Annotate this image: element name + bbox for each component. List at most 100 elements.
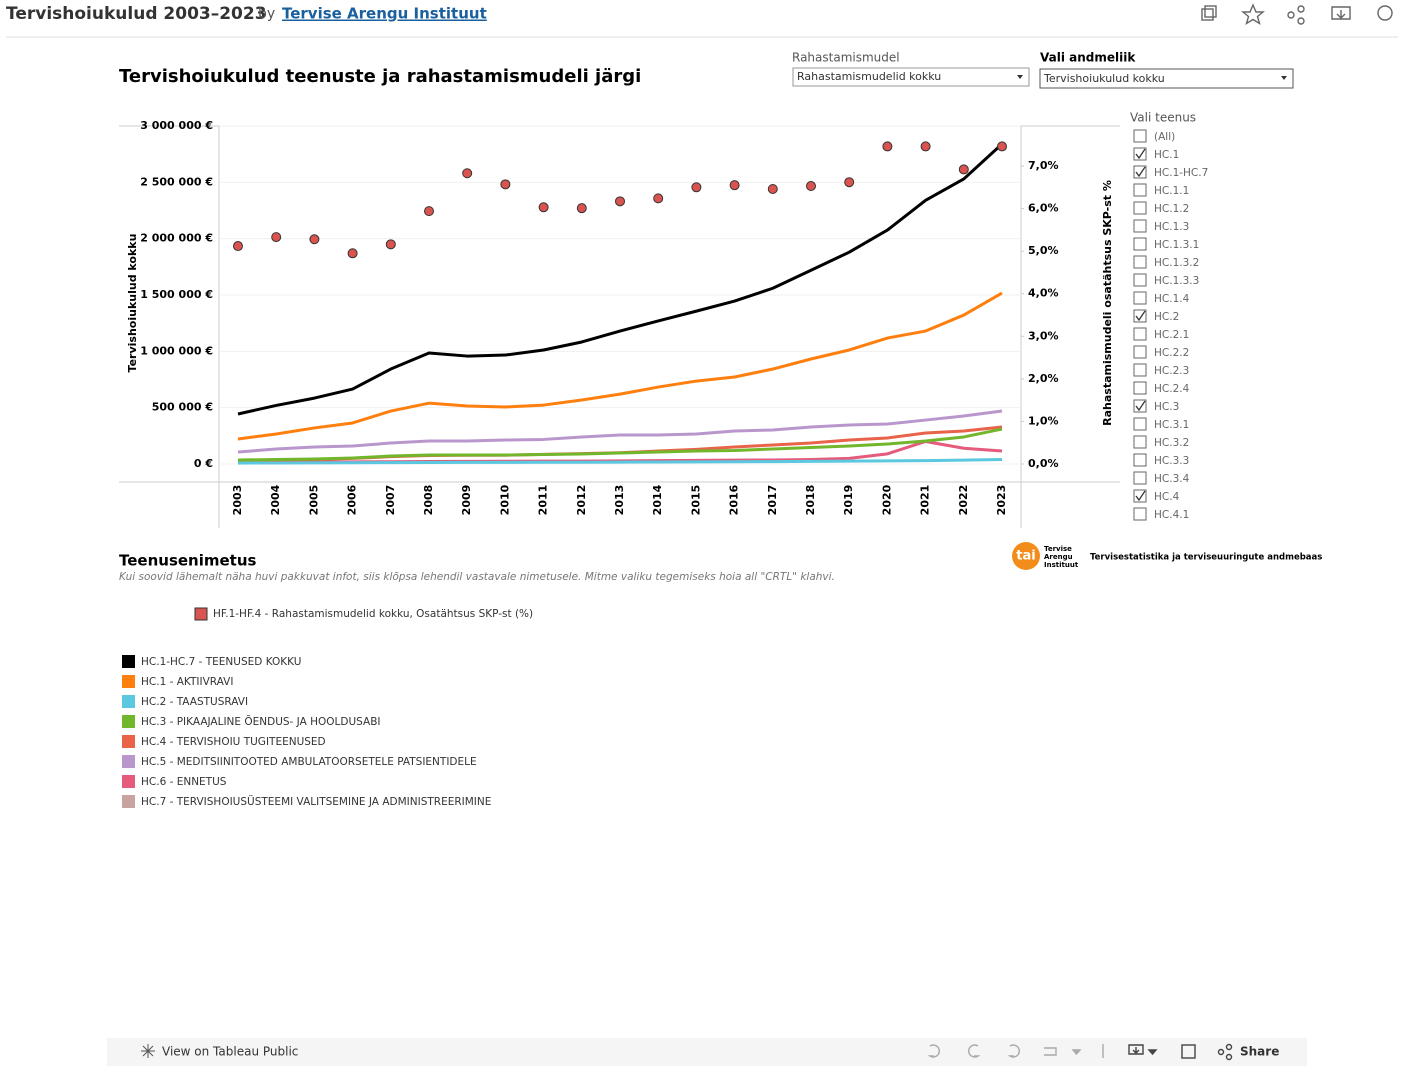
logo-name: Instituut (1044, 561, 1079, 569)
legend-item[interactable]: HC.2 - TAASTUSRAVI (141, 696, 248, 708)
checkbox[interactable] (1133, 183, 1147, 197)
legend-item[interactable]: HF.1-HF.4 - Rahastamismudelid kokku, Osa… (213, 608, 533, 620)
checkbox[interactable] (1133, 255, 1147, 269)
checkbox[interactable] (1133, 129, 1147, 143)
checkbox-label: HC.1-HC.7 (1154, 167, 1208, 179)
checkbox-label: HC.1.3.1 (1154, 239, 1199, 251)
data-point (844, 177, 855, 188)
logo-name: Arengu (1044, 553, 1073, 561)
legend-swatch (122, 655, 135, 668)
logo-mark (1012, 542, 1040, 570)
dashboard-title: Tervishoiukulud teenuste ja rahastamismu… (119, 66, 641, 87)
by: by (258, 6, 275, 22)
download-icon[interactable] (1331, 6, 1351, 20)
data-point (806, 181, 816, 192)
legend-item[interactable]: HC.1 - AKTIIVRAVI (141, 676, 233, 688)
toolbar-icons-dark (1128, 1043, 1233, 1061)
copy-icon[interactable] (1201, 8, 1214, 21)
y2-tick-label: 6,0% (1028, 202, 1059, 215)
series-line (237, 427, 1003, 462)
data-point (462, 168, 473, 179)
data-point (271, 232, 282, 243)
x-tick-label: 2010 (498, 484, 511, 515)
fullscreen-icon[interactable] (1181, 1044, 1196, 1059)
checkbox[interactable] (1133, 219, 1147, 233)
view-on-tableau[interactable]: View on Tableau Public (162, 1045, 298, 1059)
redo-icon[interactable] (968, 1044, 981, 1058)
refresh-icon[interactable] (1044, 1047, 1057, 1056)
x-tick-label: 2020 (880, 484, 893, 515)
checkbox-label: HC.2.2 (1154, 347, 1189, 359)
share-button[interactable]: Share (1240, 1045, 1279, 1059)
x-tick-label: 2018 (804, 485, 817, 516)
toolbar-icons (927, 1044, 1104, 1058)
checkbox-label: HC.3.3 (1154, 455, 1189, 467)
y2-tick-label: 5,0% (1028, 244, 1059, 257)
checkbox[interactable] (1133, 363, 1147, 377)
star-icon[interactable] (1241, 3, 1265, 26)
checkbox[interactable] (1133, 273, 1147, 287)
legend-item[interactable]: HC.7 - TERVISHOIUSÜSTEEMI VALITSEMINE JA… (141, 795, 491, 808)
legend-item[interactable]: HC.5 - MEDITSIINITOOTED AMBULATOORSETELE… (141, 756, 477, 768)
y-tick-label: 1 000 000 € (140, 344, 213, 357)
dropdown[interactable] (1039, 68, 1294, 89)
y2-tick-label: 7,0% (1028, 159, 1059, 172)
dropdown[interactable] (792, 67, 1030, 87)
checkbox[interactable] (1133, 417, 1147, 431)
y2-tick-label: 4,0% (1028, 287, 1059, 300)
x-tick-label: 2004 (269, 484, 282, 515)
data-point (653, 193, 664, 204)
revert-icon[interactable] (1007, 1044, 1020, 1058)
data-point (385, 239, 396, 250)
checkbox[interactable] (1133, 327, 1147, 341)
share-icon[interactable] (1287, 5, 1305, 25)
x-tick-label: 2008 (422, 485, 435, 516)
x-tick-label: 2013 (613, 485, 626, 516)
legend-item[interactable]: HC.4 - TERVISHOIU TUGITEENUSED (141, 736, 326, 748)
download-icon[interactable] (1128, 1044, 1144, 1055)
x-tick-label: 2017 (766, 485, 779, 516)
checkmark (1135, 166, 1146, 178)
checkbox-label: HC.2.3 (1154, 365, 1189, 377)
undo-icon[interactable] (927, 1044, 940, 1058)
checkbox[interactable] (1133, 237, 1147, 251)
share-icon (1217, 1043, 1233, 1061)
checkbox[interactable] (1133, 507, 1147, 521)
filter-label: Vali andmeliik (1040, 51, 1136, 65)
checkbox[interactable] (1133, 453, 1147, 467)
dropdown-arrow (1281, 76, 1287, 80)
checkbox[interactable] (1133, 471, 1147, 485)
checkbox[interactable] (1133, 291, 1147, 305)
y-tick-label: 500 000 € (152, 401, 213, 414)
data-point (767, 184, 778, 195)
x-tick-label: 2011 (537, 485, 550, 516)
x-tick-label: 2021 (919, 485, 932, 516)
y-tick-label: 2 500 000 € (140, 175, 213, 188)
checkbox[interactable] (1133, 435, 1147, 449)
dropdown-value: Tervishoiukulud kokku (1043, 72, 1165, 85)
checkbox-label: HC.2 (1154, 311, 1179, 323)
x-tick-label: 2003 (231, 485, 244, 516)
legend-item[interactable]: HC.1-HC.7 - TEENUSED KOKKU (141, 656, 301, 668)
checkbox-label: HC.1.3.2 (1154, 257, 1199, 269)
filter-label: Rahastamismudel (792, 51, 900, 65)
dropdown-arrow (1147, 1049, 1158, 1056)
checkbox[interactable] (1133, 201, 1147, 215)
x-tick-label: 2015 (689, 485, 702, 516)
y-tick-label: 1 500 000 € (140, 288, 213, 301)
legend-item[interactable]: HC.3 - PIKAAJALINE ÕENDUS- JA HOOLDUSABI (141, 715, 381, 728)
x-tick-label: 2005 (307, 485, 320, 516)
data-point (500, 179, 511, 190)
checkbox[interactable] (1133, 345, 1147, 359)
checkbox-label: HC.1.2 (1154, 203, 1189, 215)
x-tick-label: 2009 (460, 485, 473, 516)
checkbox-label: HC.3 (1154, 401, 1179, 413)
legend-item[interactable]: HC.6 - ENNETUS (141, 776, 227, 788)
checkbox[interactable] (1133, 381, 1147, 395)
badge-icon[interactable] (1377, 5, 1393, 21)
data-point (576, 203, 587, 214)
logo-text: tai (1016, 549, 1035, 564)
legend-swatch (122, 755, 135, 768)
author-link[interactable]: Tervise Arengu Instituut (282, 5, 487, 23)
